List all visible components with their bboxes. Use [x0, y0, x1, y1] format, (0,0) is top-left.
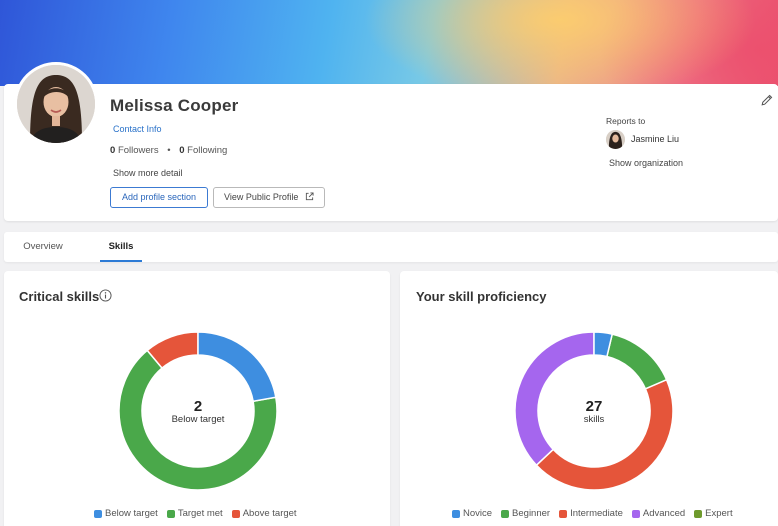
show-more-detail-link[interactable]: Show more detail	[113, 168, 183, 178]
critical-skills-donut-chart: 2 Below target	[118, 331, 278, 491]
skill-proficiency-slice-novice[interactable]	[593, 331, 614, 358]
skill-proficiency-legend-swatch-novice	[452, 509, 460, 518]
profile-banner	[0, 0, 778, 86]
tab-overview[interactable]: Overview	[23, 241, 63, 252]
follow-stats: 0 Followers • 0 Following	[110, 145, 227, 156]
skill-proficiency-slice-advanced[interactable]	[514, 331, 595, 467]
contact-info-link[interactable]: Contact Info	[113, 124, 162, 134]
skill-proficiency-legend-swatch-beginner	[501, 509, 510, 518]
profile-name: Melissa Cooper	[110, 96, 239, 115]
pencil-icon[interactable]	[760, 93, 774, 107]
skill-proficiency-legend-label-expert: Expert	[705, 508, 733, 519]
critical-skills-legend-label-above-target: Above target	[242, 508, 297, 519]
add-profile-section-button[interactable]: Add profile section	[110, 187, 208, 208]
critical-skills-legend-label-target-met: Target met	[177, 508, 223, 519]
critical-skills-slice-target-met[interactable]	[118, 349, 278, 491]
info-icon[interactable]	[99, 289, 112, 302]
external-link-icon	[305, 192, 314, 201]
critical-skills-legend-label-below-target: Below target	[105, 508, 158, 519]
view-public-profile-button[interactable]: View Public Profile	[213, 187, 325, 208]
skill-proficiency-legend-item-novice[interactable]: Novice	[452, 508, 492, 519]
skill-proficiency-legend-item-advanced[interactable]: Advanced	[631, 508, 686, 519]
critical-skills-legend-swatch-target-met	[166, 509, 175, 518]
followers-count: 0	[110, 145, 116, 156]
critical-skills-legend-swatch-below-target	[94, 509, 102, 518]
avatar	[14, 62, 98, 146]
skill-proficiency-legend-item-beginner[interactable]: Beginner	[501, 508, 550, 519]
critical-skills-slice-below-target[interactable]	[197, 331, 277, 403]
manager-name: Jasmine Liu	[631, 134, 680, 144]
skill-proficiency-legend-label-beginner: Beginner	[512, 508, 551, 519]
skill-proficiency-legend-label-novice: Novice	[463, 508, 493, 519]
following-count: 0	[179, 145, 185, 156]
skill-proficiency-center-label: skills	[584, 414, 605, 425]
skill-proficiency-legend-label-intermediate: Intermediate	[570, 508, 623, 519]
following-label[interactable]: Following	[187, 145, 228, 156]
critical-skills-legend: Below target Target met Above target	[94, 508, 306, 519]
critical-skills-legend-item-above-target[interactable]: Above target	[231, 508, 297, 519]
skill-proficiency-slice-beginner[interactable]	[606, 333, 668, 390]
skill-proficiency-legend-item-intermediate[interactable]: Intermediate	[559, 508, 623, 519]
reports-to-label: Reports to	[606, 116, 646, 126]
critical-skills-title: Critical skills	[19, 289, 100, 304]
skill-proficiency-card: Your skill proficiency 27 skills Novice B…	[400, 271, 778, 526]
skill-proficiency-legend-swatch-intermediate	[559, 509, 568, 518]
show-organization-link[interactable]: Show organization	[609, 158, 684, 168]
view-public-profile-label: View Public Profile	[224, 192, 299, 202]
skill-proficiency-legend: Novice Beginner Intermediate Advanced Expert	[452, 508, 742, 519]
add-profile-section-label: Add profile section	[121, 192, 197, 202]
critical-skills-center-label: Below target	[172, 414, 225, 425]
skill-proficiency-legend-swatch-expert	[694, 509, 703, 518]
critical-skills-legend-item-target-met[interactable]: Target met	[166, 508, 223, 519]
separator-dot: •	[167, 145, 171, 156]
critical-skills-center-value: 2	[194, 398, 202, 415]
skill-proficiency-slice-intermediate[interactable]	[535, 378, 674, 491]
profile-tabs: Overview Skills	[4, 232, 778, 262]
skill-proficiency-title: Your skill proficiency	[416, 289, 547, 304]
skill-proficiency-center-value: 27	[586, 398, 603, 415]
critical-skills-legend-item-below-target[interactable]: Below target	[94, 508, 158, 519]
critical-skills-legend-swatch-above-target	[231, 509, 240, 518]
skill-proficiency-donut-chart: 27 skills	[514, 331, 674, 491]
critical-skills-card: Critical skills 2 Below target Below tar…	[4, 271, 390, 526]
skill-proficiency-legend-item-expert[interactable]: Expert	[694, 508, 733, 519]
skill-proficiency-legend-swatch-advanced	[631, 509, 640, 518]
followers-label[interactable]: Followers	[117, 145, 159, 156]
manager-link[interactable]: Jasmine Liu	[606, 129, 679, 149]
tab-skills[interactable]: Skills	[100, 232, 142, 262]
skill-proficiency-legend-label-advanced: Advanced	[642, 508, 686, 519]
manager-avatar	[606, 129, 625, 149]
